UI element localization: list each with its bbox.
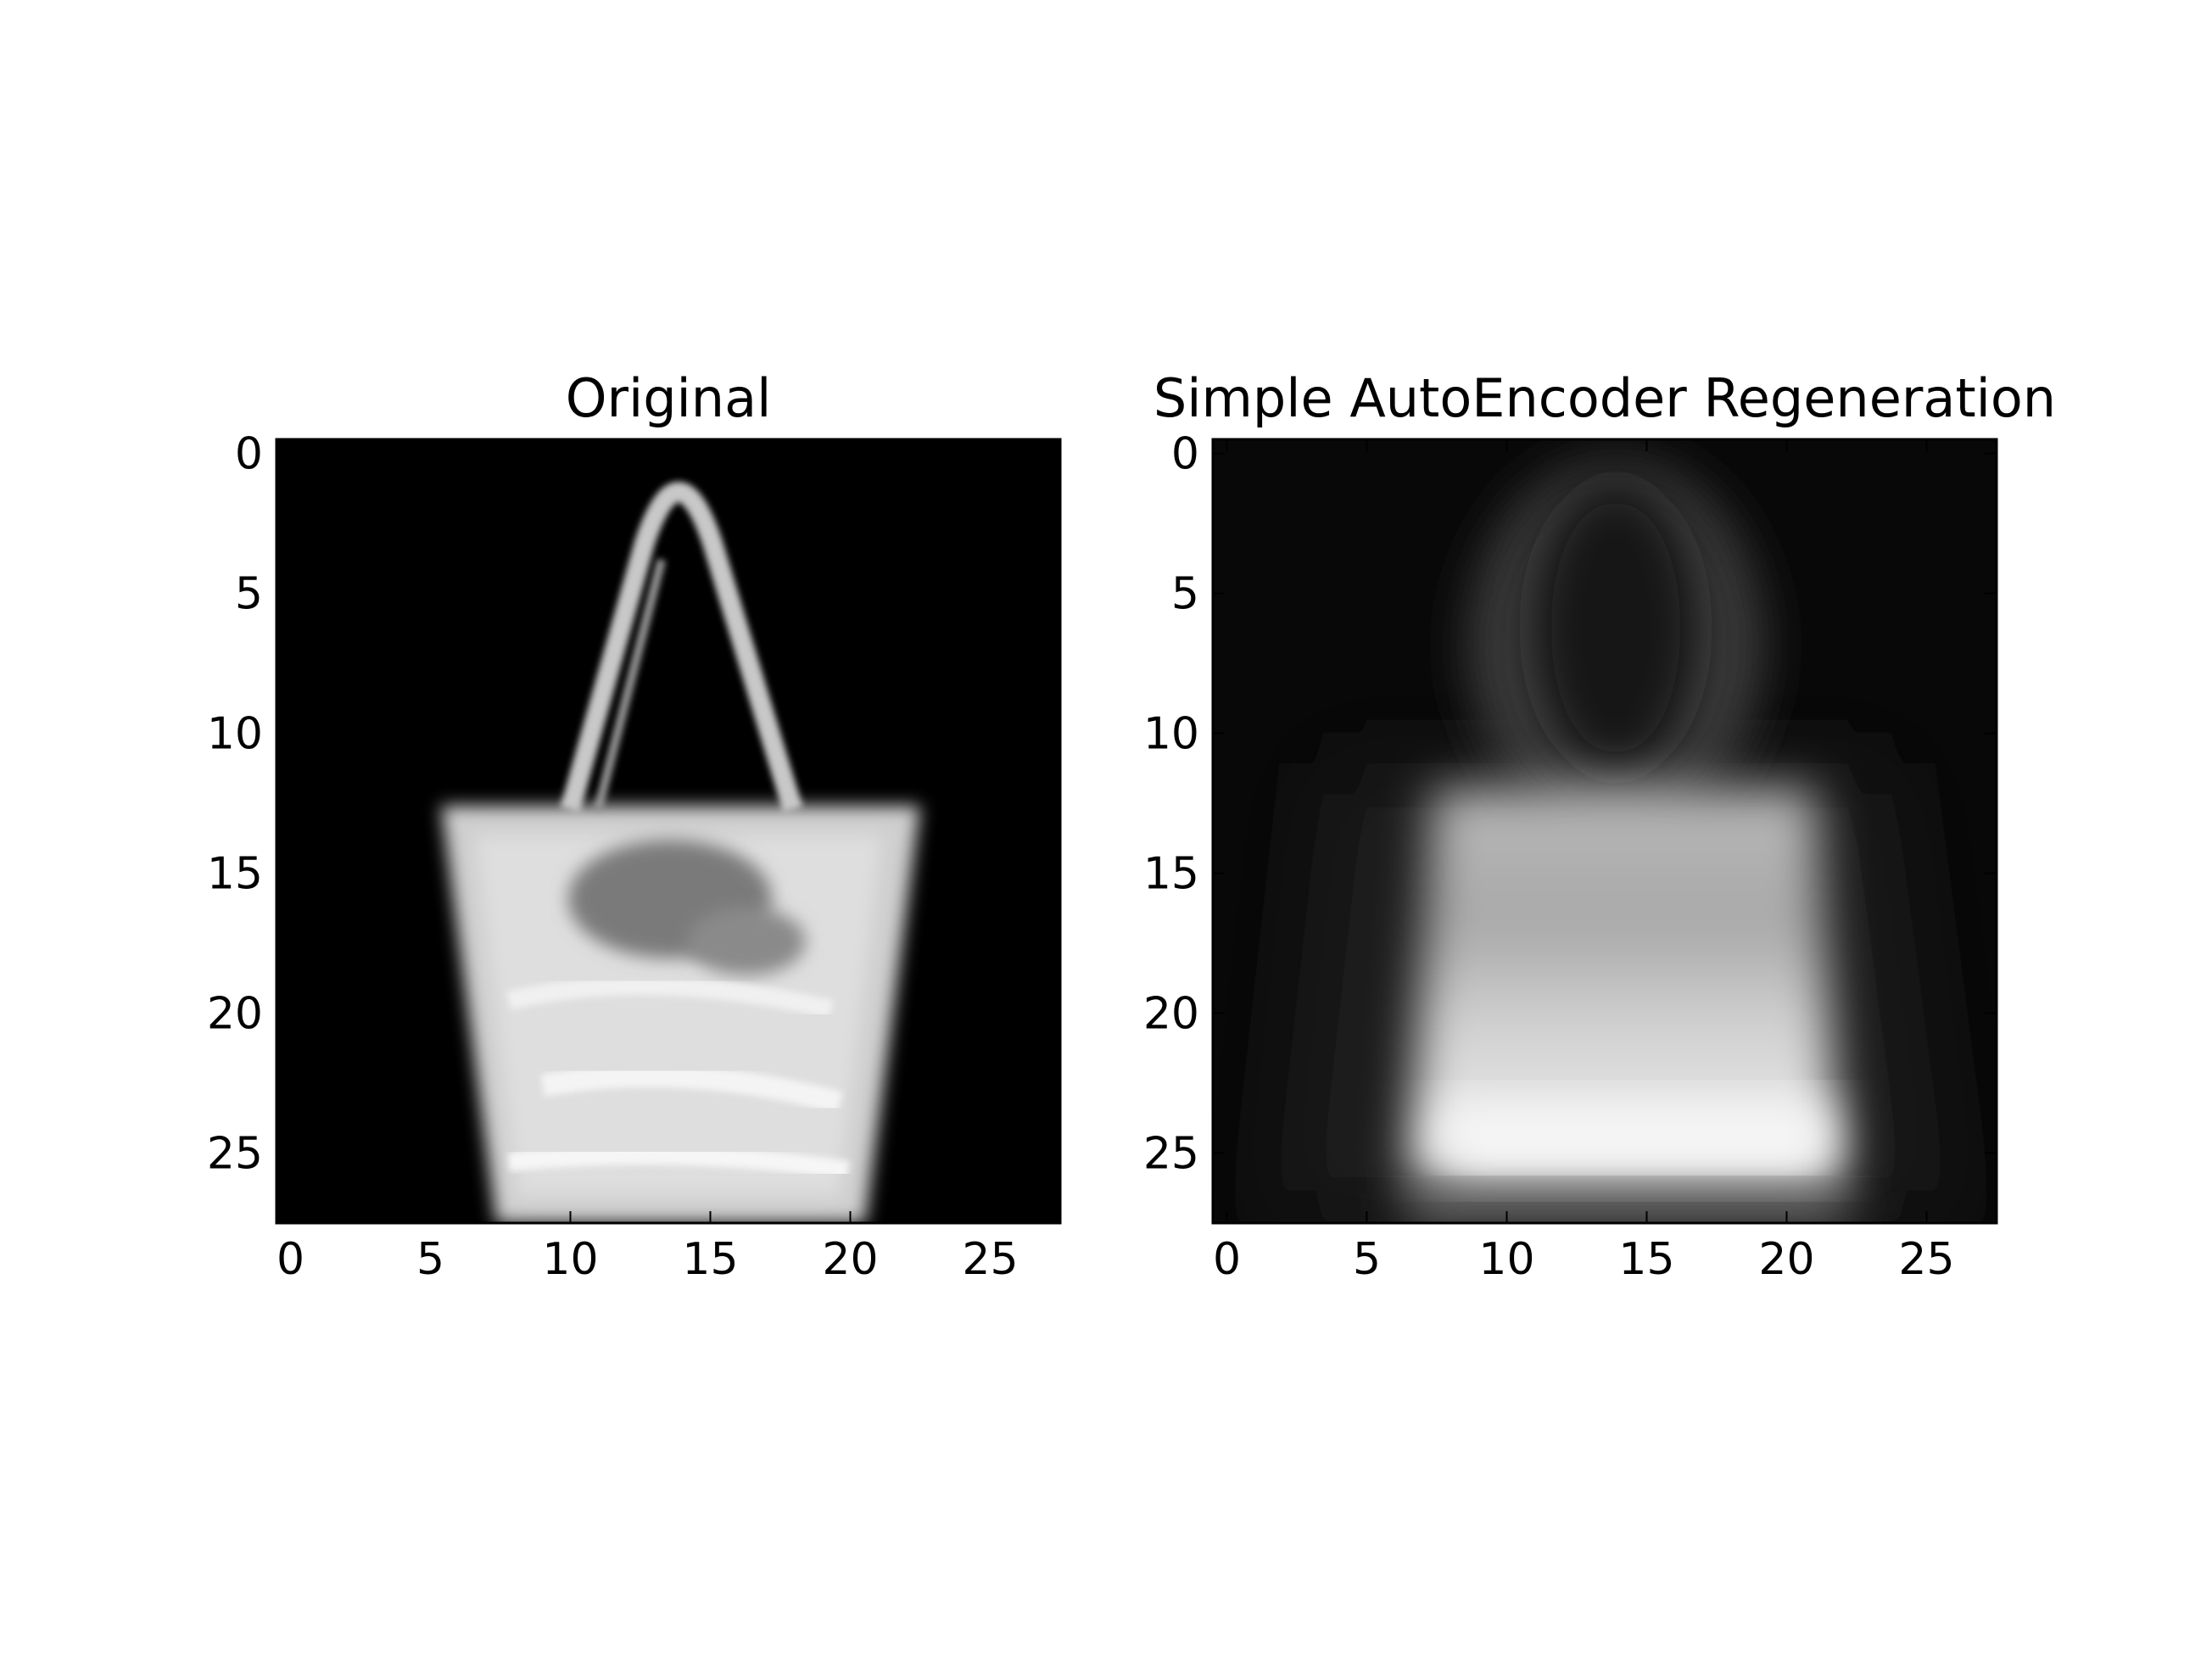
- x-tick-label: 0: [276, 1234, 304, 1285]
- image-reconstruction: [1213, 439, 1997, 1223]
- y-tick-label: 25: [1143, 1129, 1199, 1180]
- y-tick-label: 10: [207, 709, 263, 760]
- x-tick-label: 25: [1898, 1234, 1954, 1285]
- panel-title: Original: [566, 367, 772, 429]
- x-tick-label: 10: [542, 1234, 598, 1285]
- y-tick-label: 5: [1171, 569, 1199, 620]
- x-tick-label: 20: [822, 1234, 878, 1285]
- x-tick-label: 25: [962, 1234, 1018, 1285]
- y-tick-label: 15: [1143, 849, 1199, 900]
- x-tick-label: 15: [1618, 1234, 1674, 1285]
- x-tick-label: 10: [1478, 1234, 1534, 1285]
- panel-reconstruction: Simple AutoEncoder Regeneration 0 5 10 15 20…: [1143, 367, 2056, 1285]
- image-original: [276, 439, 1060, 1223]
- y-tick-label: 20: [1143, 989, 1199, 1040]
- x-tick-label: 5: [1353, 1234, 1381, 1285]
- x-tick-label: 20: [1758, 1234, 1814, 1285]
- y-tick-label: 25: [207, 1129, 263, 1180]
- y-tick-label: 5: [235, 569, 263, 620]
- x-tick-label: 5: [416, 1234, 444, 1285]
- y-tick-label: 20: [207, 989, 263, 1040]
- y-tick-label: 15: [207, 849, 263, 900]
- y-tick-label: 10: [1143, 709, 1199, 760]
- panel-original: Original 0 5 10 15 20 25 0 5 10 15 20 25: [207, 367, 1060, 1285]
- y-tick-label: 0: [235, 429, 263, 480]
- x-tick-label: 0: [1213, 1234, 1241, 1285]
- panel-title: Simple AutoEncoder Regeneration: [1153, 367, 2056, 429]
- x-tick-label: 15: [682, 1234, 738, 1285]
- y-tick-label: 0: [1171, 429, 1199, 480]
